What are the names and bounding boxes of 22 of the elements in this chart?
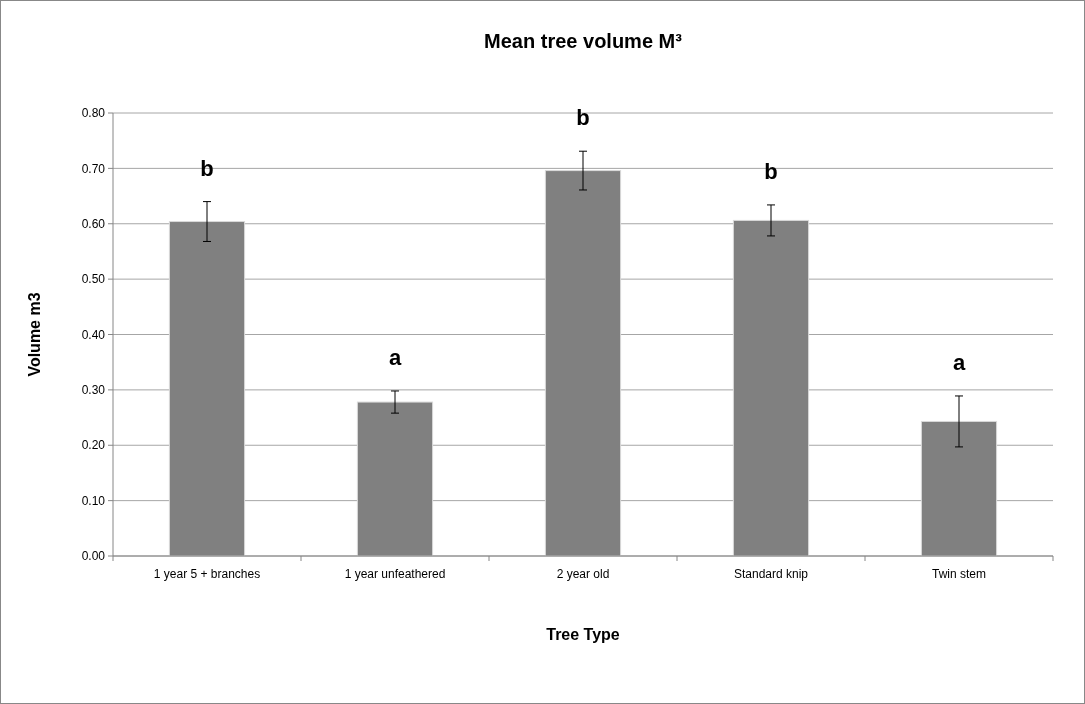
y-tick-label: 0.20 (81, 438, 106, 453)
annotation: a (952, 349, 966, 375)
chart-title: Mean tree volume M³ (484, 30, 683, 52)
y-tick-label: 0.10 (81, 493, 106, 508)
x-tick-label: Twin stem (931, 567, 987, 581)
y-tick-label: 0.50 (81, 272, 106, 287)
y-tick-label: 0.00 (81, 549, 106, 564)
annotation: b (576, 105, 590, 131)
x-axis-title: Tree Type (546, 626, 620, 643)
x-tick-label: 2 year old (556, 567, 610, 581)
y-tick-label: 0.60 (81, 216, 106, 231)
x-tick-label: 1 year unfeathered (344, 567, 446, 581)
y-tick-label: 0.70 (81, 161, 106, 176)
annotation: b (200, 155, 214, 181)
annotation: b (764, 158, 778, 184)
y-axis-title: Volume m3 (26, 292, 43, 377)
x-tick-label: 1 year 5 + branches (153, 567, 261, 581)
annotation: a (388, 344, 402, 370)
y-tick-label: 0.80 (81, 106, 106, 121)
y-tick-label: 0.40 (81, 327, 106, 342)
x-tick-label: Standard knip (733, 567, 809, 581)
y-tick-label: 0.30 (81, 383, 106, 398)
